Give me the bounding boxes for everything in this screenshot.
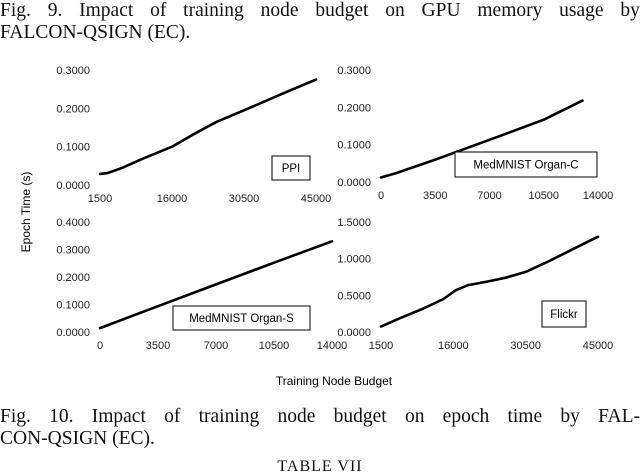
- y-tick-label: 0.2000: [56, 272, 90, 284]
- panel-label-box: [454, 151, 598, 178]
- x-tick-label: 1500: [369, 340, 393, 352]
- caption-line: CON-QSIGN (EC).: [0, 428, 155, 449]
- y-tick-label: 0.0000: [337, 327, 371, 339]
- x-tick-label: 14000: [583, 190, 614, 202]
- caption-line: FALCON-QSIGN (EC).: [0, 22, 191, 43]
- panel-label: PPI: [282, 163, 301, 175]
- epoch-time-figure: Epoch Time (s) Training Node Budget 0.00…: [19, 65, 614, 388]
- panel-label: MedMNIST Organ-S: [189, 313, 294, 325]
- panel-label-box: [172, 305, 311, 331]
- x-tick-label: 16000: [157, 193, 188, 205]
- series-line: [98, 78, 318, 176]
- series-line: [98, 240, 334, 330]
- y-axis-label: Epoch Time (s): [19, 172, 33, 253]
- x-tick-label: 10500: [259, 340, 290, 352]
- x-tick-label: 0: [378, 190, 384, 202]
- y-tick-label: 1.0000: [337, 254, 371, 266]
- y-tick-label: 0.1000: [56, 142, 90, 154]
- y-tick-label: 1.5000: [337, 217, 371, 229]
- x-axis-label: Training Node Budget: [276, 374, 393, 388]
- caption-line: Fig. 10. Impact of training node budget …: [0, 406, 640, 427]
- y-tick-label: 0.2000: [56, 103, 90, 115]
- x-tick-label: 0: [97, 340, 103, 352]
- series-line: [379, 235, 600, 328]
- panel-label: Flickr: [550, 309, 578, 321]
- x-tick-label: 14000: [317, 340, 348, 352]
- x-tick-label: 30500: [229, 193, 260, 205]
- y-tick-label: 0.1000: [337, 140, 371, 152]
- y-tick-label: 0.3000: [56, 65, 90, 77]
- x-tick-label: 3500: [146, 340, 170, 352]
- y-tick-label: 0.0000: [56, 327, 90, 339]
- y-tick-label: 0.2000: [337, 102, 371, 114]
- caption-line: Fig. 9. Impact of training node budget o…: [0, 0, 640, 21]
- figure-9-caption: Fig. 9. Impact of training node budget o…: [0, 0, 640, 44]
- y-tick-label: 0.0000: [337, 177, 371, 189]
- x-tick-label: 45000: [301, 193, 332, 205]
- figure-10-caption: Fig. 10. Impact of training node budget …: [0, 406, 640, 450]
- x-tick-label: 10500: [528, 190, 559, 202]
- x-tick-label: 30500: [510, 340, 541, 352]
- x-tick-label: 1500: [88, 193, 112, 205]
- x-tick-label: 16000: [438, 340, 469, 352]
- panel-label-box: [271, 155, 311, 181]
- series-line: [379, 99, 584, 179]
- table-caption: TABLE VII: [277, 458, 363, 475]
- y-tick-label: 0.3000: [56, 245, 90, 257]
- panel-label-box: [541, 300, 587, 328]
- y-tick-label: 0.1000: [56, 300, 90, 312]
- y-tick-label: 0.5000: [337, 290, 371, 302]
- x-tick-label: 7000: [204, 340, 228, 352]
- y-tick-label: 0.3000: [337, 65, 371, 77]
- x-tick-label: 7000: [477, 190, 501, 202]
- y-tick-label: 0.4000: [56, 217, 90, 229]
- y-tick-label: 0.0000: [56, 180, 90, 192]
- x-tick-label: 45000: [583, 340, 614, 352]
- x-tick-label: 3500: [423, 190, 447, 202]
- panel-label: MedMNIST Organ-C: [473, 160, 578, 172]
